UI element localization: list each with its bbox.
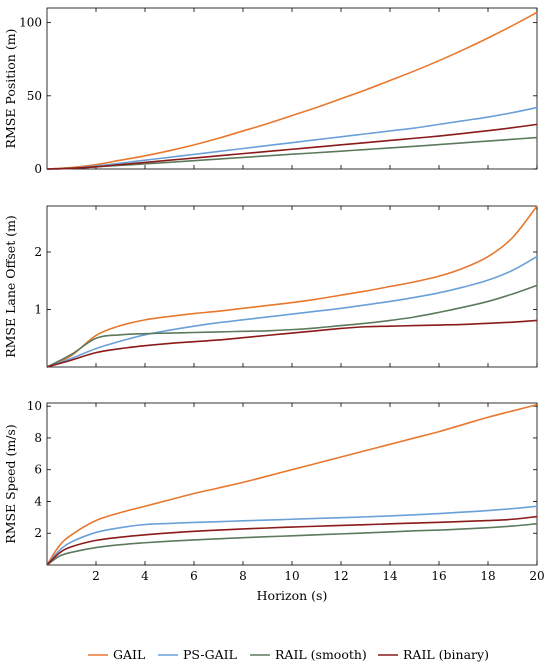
y-tick-label: 50 [27, 89, 42, 103]
series-line-ps-gail [46, 106, 538, 170]
x-tick-label: 6 [190, 569, 198, 583]
y-tick-label: 2 [34, 245, 42, 259]
legend-item-gail: GAIL [88, 647, 145, 662]
series-line-rail-smooth [46, 136, 538, 170]
x-tick-label: 14 [382, 569, 398, 583]
y-tick-label: 8 [34, 431, 42, 445]
series-line-gail [46, 11, 538, 170]
x-tick-label: 2 [92, 569, 100, 583]
legend-item-rail-smooth: RAIL (smooth) [250, 647, 367, 662]
series-line-rail-binary [46, 123, 538, 170]
panel-3: 2 4 6 8 10 2 4 6 8 10 12 14 16 18 20 RMSE Speed (m/s) Ho… [3, 399, 545, 603]
series-line-rail-smooth [46, 522, 538, 566]
legend: GAIL PS-GAIL RAIL (smooth) RAIL (binary) [88, 647, 489, 662]
x-tick-label: 10 [284, 569, 299, 583]
series-line-gail [46, 205, 538, 368]
y-tick-label: 0 [34, 162, 42, 176]
legend-label: PS-GAIL [183, 647, 237, 662]
series-line-rail-binary [46, 515, 538, 566]
series-line-ps-gail [46, 255, 538, 368]
x-tick-label: 16 [431, 569, 446, 583]
series-line-rail-smooth [46, 284, 538, 368]
legend-item-rail-binary: RAIL (binary) [378, 647, 489, 662]
x-tick-label: 4 [141, 569, 149, 583]
x-tick-label: 12 [333, 569, 348, 583]
x-tick-label: 18 [480, 569, 495, 583]
panel-2: 1 2 RMSE Lane Offset (m) [3, 205, 538, 368]
series-line-ps-gail [46, 505, 538, 566]
legend-label: RAIL (smooth) [275, 647, 367, 662]
y-tick-label: 100 [19, 16, 42, 30]
y-axis-label: RMSE Position (m) [3, 29, 18, 149]
legend-label: RAIL (binary) [403, 647, 489, 662]
x-axis-label: Horizon (s) [257, 588, 328, 603]
y-tick-label: 1 [34, 303, 42, 317]
x-tick-label: 20 [529, 569, 544, 583]
plot-frame [46, 7, 538, 170]
y-axis-label: RMSE Lane Offset (m) [3, 215, 18, 358]
y-tick-label: 4 [34, 494, 42, 508]
legend-item-ps-gail: PS-GAIL [158, 647, 237, 662]
series-line-gail [46, 403, 538, 566]
y-tick-label: 10 [27, 399, 42, 413]
y-axis-label: RMSE Speed (m/s) [3, 424, 18, 543]
legend-label: GAIL [113, 647, 145, 662]
y-tick-label: 6 [34, 463, 42, 477]
plot-frame [46, 402, 538, 566]
x-tick-label: 8 [239, 569, 247, 583]
y-tick-label: 2 [34, 526, 42, 540]
series-line-rail-binary [46, 319, 538, 368]
